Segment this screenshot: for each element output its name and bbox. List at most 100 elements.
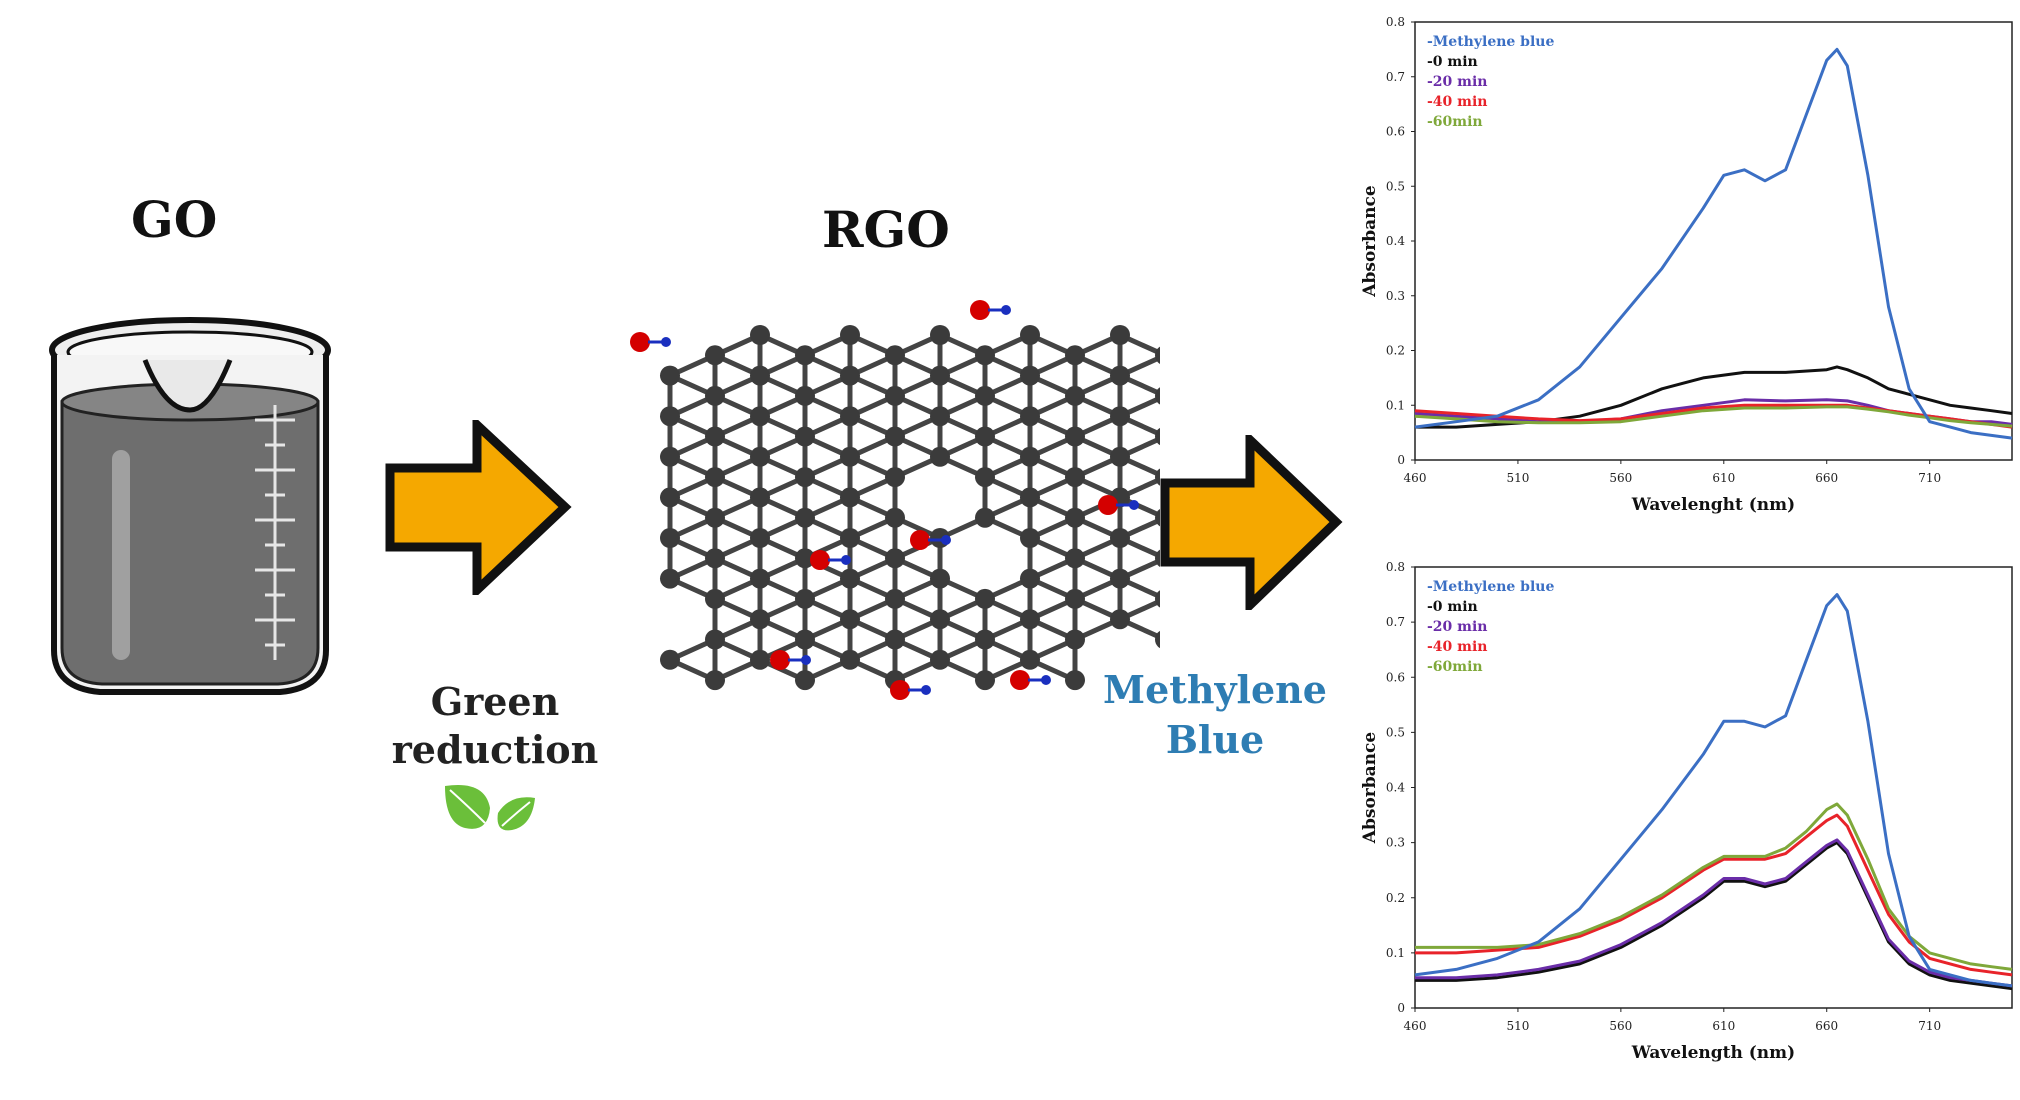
y-axis-label: Absorbance [1360, 732, 1380, 845]
carbon-atom [885, 467, 905, 488]
y-tick-label: 0.1 [1386, 398, 1405, 412]
carbon-atom [705, 385, 725, 406]
carbon-atom [1110, 568, 1130, 589]
carbon-atom [975, 588, 995, 609]
process-arrow-2 [1160, 435, 1343, 610]
legend-entry: -60min [1427, 114, 1483, 130]
carbon-atom [840, 487, 860, 508]
carbon-atom [840, 446, 860, 467]
carbon-atom [885, 345, 905, 366]
carbon-atom [1155, 509, 1160, 527]
carbon-atom [1020, 446, 1040, 467]
carbon-atom [840, 609, 860, 630]
carbon-atom [1065, 507, 1085, 528]
process-arrow-1 [385, 420, 572, 595]
y-tick-label: 0.5 [1386, 179, 1405, 193]
carbon-atom [1020, 406, 1040, 427]
carbon-atom [1065, 670, 1085, 691]
legend-entry: -0 min [1427, 54, 1478, 70]
x-tick-label: 610 [1712, 1019, 1735, 1033]
absorbance-chart-top: 0 0.1 0.2 0.3 0.4 0.5 0.6 0.7 0.8 460 510 560 610 660… [1360, 15, 2013, 515]
oxygen-atom [910, 530, 930, 550]
carbon-atom [1155, 590, 1160, 608]
carbon-atom [975, 467, 995, 488]
series-line [1415, 802, 2013, 971]
y-tick-label: 0.1 [1386, 946, 1405, 960]
legend-entry: -60min [1427, 659, 1483, 675]
carbon-atom [840, 568, 860, 589]
carbon-atom [750, 528, 770, 548]
carbon-atom [660, 446, 680, 467]
absorbance-chart-bottom: 0 0.1 0.2 0.3 0.4 0.5 0.6 0.7 0.8 460 510 560 610 660… [1360, 560, 2013, 1063]
series-line [1414, 47, 2013, 440]
carbon-atom [795, 629, 815, 650]
green-reduction-label: Green reduction [391, 679, 599, 772]
carbon-atom [1020, 487, 1040, 508]
carbon-atom [705, 670, 725, 691]
carbon-atom [930, 365, 950, 386]
carbon-atom [1110, 325, 1130, 345]
oxygen-atom [630, 332, 650, 352]
series-line [1414, 593, 2013, 988]
y-tick-label: 0.6 [1386, 125, 1405, 139]
x-tick-label: 710 [1918, 471, 1941, 485]
carbon-atom [930, 406, 950, 427]
carbon-atom [975, 670, 995, 691]
carbon-atom [1110, 446, 1130, 467]
go-title: GO [131, 190, 218, 249]
y-tick-label: 0.4 [1386, 781, 1405, 795]
carbon-atom [750, 365, 770, 386]
x-tick-label: 710 [1918, 1019, 1941, 1033]
carbon-atom [750, 609, 770, 630]
legend-entry: -20 min [1427, 74, 1487, 90]
legend-entry: -0 min [1427, 599, 1478, 615]
hydrogen-atom [841, 555, 851, 565]
carbon-atom [1110, 609, 1130, 630]
carbon-atom [930, 325, 950, 345]
x-tick-label: 510 [1506, 471, 1529, 485]
legend-entry: -20 min [1427, 619, 1487, 635]
y-tick-label: 0 [1397, 453, 1405, 467]
carbon-atom [705, 467, 725, 488]
carbon-atom [1155, 468, 1160, 486]
carbon-atom [975, 426, 995, 447]
carbon-atom [1110, 528, 1130, 548]
legend-entry: -Methylene blue [1427, 579, 1554, 595]
carbon-atom [750, 406, 770, 427]
carbon-atom [1020, 365, 1040, 386]
x-tick-label: 560 [1609, 471, 1632, 485]
carbon-atom [1155, 427, 1160, 446]
y-tick-label: 0 [1397, 1001, 1405, 1015]
oxygen-atom [1098, 495, 1118, 515]
y-tick-label: 0.5 [1386, 725, 1405, 739]
hydrogen-atom [801, 655, 811, 665]
y-tick-label: 0.2 [1386, 344, 1405, 358]
hydrogen-atom [1129, 500, 1139, 510]
series-line [1415, 841, 2013, 991]
hydrogen-atom [921, 685, 931, 695]
carbon-atom [975, 629, 995, 650]
carbon-atom [750, 649, 770, 670]
carbon-atom [1155, 346, 1160, 364]
plot-frame [1414, 566, 2013, 1009]
y-tick-label: 0.8 [1386, 15, 1405, 29]
carbon-atom [705, 426, 725, 447]
y-tick-label: 0.4 [1386, 234, 1405, 248]
carbon-atom [1065, 467, 1085, 488]
hydrogen-atom [1001, 305, 1011, 315]
carbon-atom [1155, 549, 1160, 567]
oxygen-atom [810, 550, 830, 570]
x-tick-label: 460 [1404, 471, 1427, 485]
carbon-atom [840, 406, 860, 427]
series-line [1414, 405, 2013, 428]
carbon-atom [1110, 365, 1130, 386]
carbon-atom [705, 629, 725, 650]
carbon-atom [1020, 568, 1040, 589]
carbon-atom [660, 487, 680, 508]
x-tick-label: 660 [1815, 471, 1838, 485]
carbon-atom [660, 528, 680, 548]
carbon-atom [795, 385, 815, 406]
carbon-atom [795, 507, 815, 528]
carbon-atom [705, 588, 725, 609]
y-tick-label: 0.6 [1386, 670, 1405, 684]
